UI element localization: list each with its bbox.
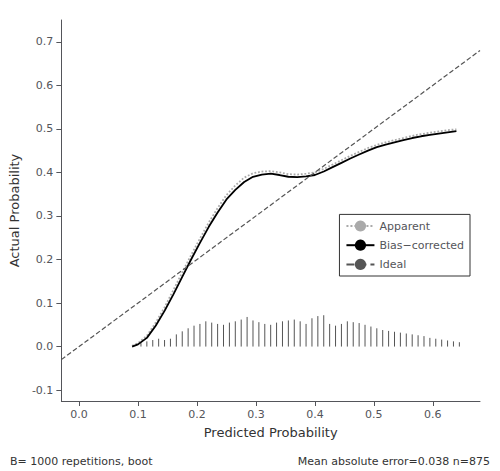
svg-text:Bias−corrected: Bias−corrected: [379, 239, 464, 252]
svg-text:0.1: 0.1: [36, 297, 54, 310]
svg-text:0.1: 0.1: [129, 408, 147, 421]
svg-text:0.2: 0.2: [36, 253, 54, 266]
svg-text:Predicted Probability: Predicted Probability: [204, 425, 338, 440]
svg-text:Actual Probability: Actual Probability: [7, 153, 22, 267]
svg-text:0.3: 0.3: [247, 408, 265, 421]
svg-text:0.7: 0.7: [36, 35, 54, 48]
svg-text:Ideal: Ideal: [379, 258, 406, 271]
svg-text:0.0: 0.0: [70, 408, 88, 421]
svg-text:0.6: 0.6: [424, 408, 442, 421]
svg-text:0.4: 0.4: [36, 166, 54, 179]
svg-text:-0.1: -0.1: [32, 384, 53, 397]
svg-text:0.5: 0.5: [36, 122, 54, 135]
svg-text:0.2: 0.2: [188, 408, 206, 421]
svg-text:0.3: 0.3: [36, 209, 54, 222]
svg-text:0.0: 0.0: [36, 340, 54, 353]
svg-text:Mean absolute error=0.038 n=87: Mean absolute error=0.038 n=875: [298, 455, 490, 468]
svg-text:0.4: 0.4: [306, 408, 324, 421]
svg-text:0.5: 0.5: [365, 408, 383, 421]
svg-text:0.6: 0.6: [36, 79, 54, 92]
svg-text:Apparent: Apparent: [379, 220, 430, 233]
svg-text:B= 1000 repetitions, boot: B= 1000 repetitions, boot: [10, 455, 153, 468]
